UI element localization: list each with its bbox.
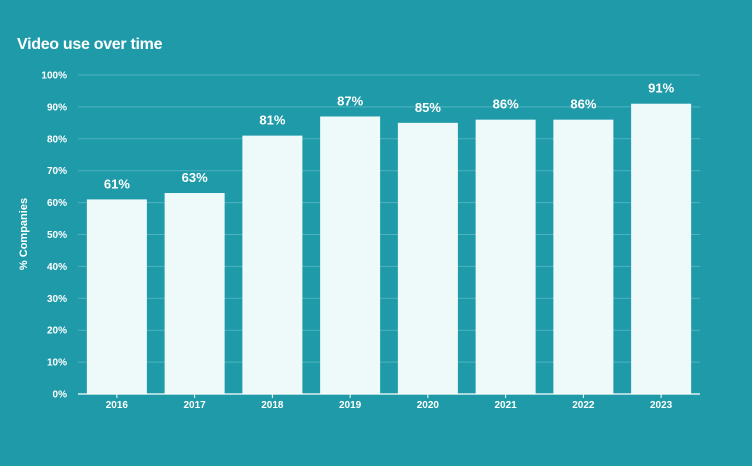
data-label-2019: 87% — [337, 93, 363, 108]
y-tick-label: 0% — [53, 390, 68, 401]
y-tick-label: 90% — [47, 102, 67, 113]
bar-2018 — [242, 135, 303, 395]
y-tick-label: 30% — [47, 294, 67, 305]
data-label-2022: 86% — [570, 97, 596, 112]
bar-2021 — [475, 119, 536, 394]
x-tick-label: 2020 — [417, 400, 440, 411]
data-label-2016: 61% — [104, 176, 130, 191]
y-tick-label: 20% — [47, 326, 67, 337]
y-axis-title: % Companies — [18, 198, 30, 270]
y-tick-label: 40% — [47, 262, 67, 273]
y-tick-label: 70% — [47, 166, 67, 177]
bar-2023 — [631, 103, 692, 395]
data-label-2017: 63% — [182, 170, 208, 185]
data-label-2021: 86% — [493, 97, 519, 112]
y-tick-label: 100% — [41, 71, 67, 82]
x-tick-label: 2022 — [572, 400, 595, 411]
x-tick-label: 2021 — [495, 400, 518, 411]
bar-2016 — [86, 199, 147, 394]
x-tick-label: 2018 — [261, 400, 284, 411]
y-tick-label: 80% — [47, 134, 67, 145]
data-label-2023: 91% — [648, 81, 674, 96]
data-label-2020: 85% — [415, 100, 441, 115]
y-tick-label: 10% — [47, 358, 67, 369]
x-tick-label: 2023 — [650, 400, 673, 411]
y-tick-label: 60% — [47, 198, 67, 209]
x-tick-label: 2016 — [106, 400, 129, 411]
x-tick-label: 2019 — [339, 400, 362, 411]
x-tick-label: 2017 — [184, 400, 207, 411]
chart-title: Video use over time — [17, 36, 163, 53]
data-label-2018: 81% — [259, 113, 285, 128]
x-axis: 2016 2017 2018 2019 2020 2021 2022 2023 — [78, 393, 700, 411]
bar-2019 — [320, 116, 381, 394]
y-tick-label: 50% — [47, 230, 67, 241]
bar-2017 — [164, 193, 225, 394]
bar-2022 — [553, 119, 614, 394]
y-axis: 0% 10% 20% 30% 40% 50% 60% 70% 80% 90% 100% — [41, 71, 67, 401]
bars: 61% 63% 81% 87% 85% 86% 86% 91% — [86, 81, 692, 395]
bar-2020 — [397, 122, 458, 394]
